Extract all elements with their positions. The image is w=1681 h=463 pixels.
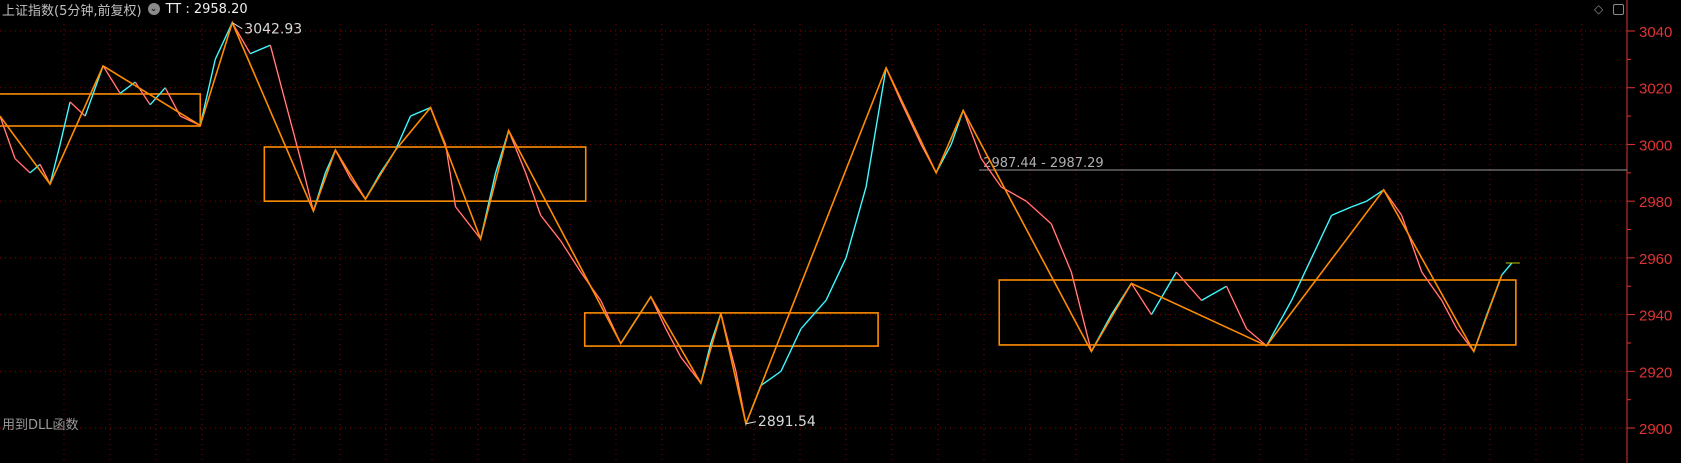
y-tick-label: 2920 [1639, 364, 1672, 381]
chevron-down-circle-icon[interactable]: ⌄ [147, 3, 160, 15]
price-line-overlay [845, 186, 867, 258]
price-line-overlay [1401, 215, 1422, 273]
consolidation-box [998, 279, 1517, 346]
price-line-overlay [49, 144, 61, 185]
y-tick-label: 3020 [1639, 81, 1672, 98]
price-line-overlay [540, 215, 561, 242]
annotation-leader [745, 421, 757, 425]
price-line-overlay [134, 81, 151, 105]
consolidation-box [0, 93, 202, 127]
price-line-overlay [455, 206, 481, 240]
price-line-overlay [285, 101, 301, 159]
price-line-overlay [445, 144, 456, 207]
price-line-overlay [865, 67, 887, 188]
annotation-leader [232, 22, 243, 30]
price-line-overlay [1226, 286, 1247, 329]
price-line-overlay [29, 164, 41, 173]
price-line-overlay [14, 158, 31, 173]
price-annotation: 3042.93 [244, 22, 302, 38]
price-line-overlay [1151, 271, 1177, 315]
price-line-overlay [1501, 262, 1513, 276]
price-line-overlay [981, 158, 1002, 188]
consolidation-box [263, 146, 587, 202]
y-tick-label: 2980 [1639, 194, 1672, 211]
price-line-overlay [760, 371, 782, 386]
price-line-overlay [1366, 189, 1384, 202]
y-tick-label: 2940 [1639, 308, 1672, 325]
price-line-overlay [1026, 200, 1052, 225]
price-line-overlay [250, 44, 271, 54]
consolidation-box [583, 312, 879, 347]
price-line-overlay [962, 110, 982, 159]
chart-title: 上证指数(5分钟,前复权) [2, 3, 142, 19]
price-line-overlay [149, 87, 166, 105]
price-line-overlay [69, 101, 86, 117]
price-line-overlay [1051, 223, 1072, 273]
chart-header: 上证指数(5分钟,前复权) ⌄ TT : 2958.20 [2, 0, 248, 19]
price-line-overlay [780, 328, 802, 372]
price-line-overlay [1246, 328, 1267, 346]
price-line-overlay [102, 65, 121, 94]
price-line-overlay [1351, 200, 1367, 208]
price-line-overlay [525, 172, 541, 216]
footer-note: 用到DLL函数 [2, 418, 79, 433]
price-line-overlay [410, 107, 431, 117]
price-line-overlay [1201, 286, 1227, 301]
price-line-overlay [1421, 271, 1442, 301]
price-line-overlay [1071, 271, 1092, 352]
price-line-overlay [300, 158, 314, 212]
price-line-overlay [395, 115, 411, 151]
diamond-icon[interactable]: ◇ [1594, 2, 1604, 16]
price-annotation: 2891.54 [758, 414, 816, 430]
price-line-overlay [215, 22, 233, 60]
price-line-overlay [560, 240, 581, 273]
price-line-overlay [1131, 283, 1152, 315]
reference-line-label: 2987.44 - 2987.29 [983, 156, 1103, 171]
price-line-overlay [825, 257, 847, 301]
price-line-overlay [1331, 206, 1352, 216]
zigzag-line [0, 20, 1503, 427]
price-line-overlay [1441, 300, 1458, 329]
y-tick-label: 3040 [1639, 24, 1672, 41]
price-line-overlay [200, 59, 216, 126]
price-line-overlay [0, 115, 16, 159]
y-tick-label: 2900 [1639, 421, 1672, 438]
price-line-overlay [665, 328, 682, 358]
price-line-overlay [800, 300, 827, 329]
y-tick-label: 2960 [1639, 251, 1672, 268]
indicator-value: TT : 2958.20 [165, 1, 248, 17]
price-line-overlay [1266, 300, 1292, 346]
y-tick-label: 3000 [1639, 137, 1672, 154]
price-line-overlay [900, 101, 922, 145]
price-line-overlay [270, 45, 286, 102]
price-line-overlay [1311, 215, 1332, 258]
price-line-overlay [1291, 257, 1312, 301]
price-line-overlay [1176, 271, 1202, 301]
price-line-overlay [59, 101, 71, 145]
panel-toggle-icon[interactable] [1613, 4, 1624, 15]
